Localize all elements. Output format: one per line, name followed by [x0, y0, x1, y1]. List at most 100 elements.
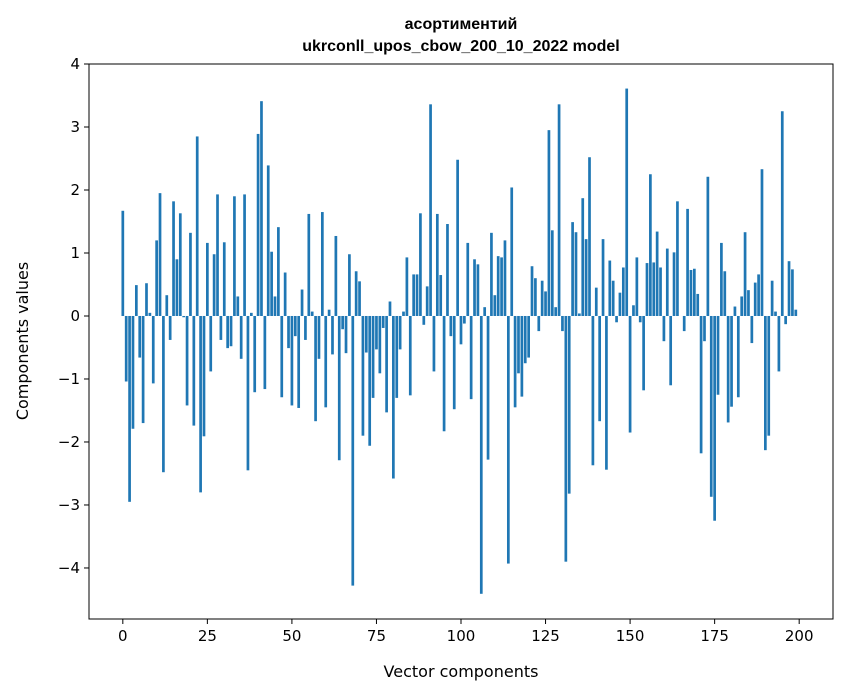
bar-143	[605, 315, 608, 470]
bar-197	[787, 261, 791, 316]
bar-22	[195, 136, 199, 316]
x-tick-label: 150	[616, 627, 645, 645]
bar-139	[591, 315, 595, 466]
bar-103	[469, 315, 473, 400]
bar-133	[571, 222, 574, 316]
bar-169	[692, 268, 696, 316]
bar-138	[588, 157, 591, 316]
bar-124	[540, 280, 544, 316]
bar-163	[672, 252, 676, 316]
bar-8	[148, 312, 152, 316]
chart-title-line-2: ukrconll_upos_cbow_200_10_2022 model	[302, 38, 619, 55]
bar-135	[578, 313, 581, 316]
bar-123	[537, 315, 541, 332]
bar-184	[743, 232, 747, 316]
bar-193	[774, 311, 777, 316]
bar-187	[753, 282, 757, 316]
bar-88	[419, 213, 422, 316]
bar-79	[388, 301, 392, 316]
bar-178	[723, 271, 727, 316]
bar-159	[659, 267, 662, 316]
bar-150	[628, 315, 632, 433]
bar-6	[141, 315, 145, 424]
bar-146	[615, 315, 618, 323]
x-axis-ticks: 0 25 50 75 100 125 150 175 200	[118, 619, 814, 645]
bar-7	[145, 283, 148, 316]
bar-126	[547, 130, 551, 316]
bar-65	[341, 315, 344, 330]
bar-153	[638, 315, 642, 323]
y-tick-label: −2	[58, 433, 80, 451]
bar-152	[635, 257, 639, 316]
bar-151	[632, 305, 635, 316]
bar-160	[662, 315, 666, 342]
bar-74	[371, 315, 375, 398]
bar-24	[202, 315, 206, 437]
bar-115	[510, 187, 514, 316]
bar-81	[395, 315, 399, 398]
bar-180	[730, 315, 733, 407]
bar-145	[611, 280, 615, 316]
bar-71	[361, 315, 365, 436]
bar-38	[249, 312, 253, 316]
bar-175	[713, 315, 716, 521]
bar-185	[747, 290, 750, 316]
bar-119	[523, 315, 527, 364]
bar-26	[209, 315, 213, 372]
bar-102	[466, 242, 470, 316]
bar-158	[655, 231, 659, 316]
bar-155	[645, 263, 649, 316]
bar-82	[398, 315, 402, 350]
bar-91	[429, 104, 432, 316]
bar-136	[581, 198, 585, 316]
y-axis-label: Components values	[13, 262, 32, 420]
bar-16	[175, 259, 179, 316]
bar-61	[327, 309, 331, 316]
x-axis-label: Vector components	[384, 662, 539, 681]
y-tick-label: 3	[70, 118, 80, 136]
x-tick-label: 0	[118, 627, 128, 645]
bar-196	[784, 315, 788, 325]
bar-131	[564, 315, 568, 562]
bar-45	[273, 296, 277, 316]
y-tick-label: −1	[58, 370, 80, 388]
bar-49	[287, 315, 290, 349]
bar-64	[337, 315, 341, 461]
bar-69	[354, 271, 358, 316]
bar-56	[310, 311, 314, 316]
bar-31	[226, 315, 230, 349]
bar-12	[162, 315, 165, 473]
bar-101	[463, 315, 466, 324]
bar-53	[300, 289, 304, 316]
bar-118	[520, 315, 524, 397]
bar-189	[760, 169, 764, 316]
bar-75	[375, 315, 378, 350]
bar-1	[124, 315, 128, 382]
y-tick-label: 0	[70, 307, 80, 325]
bar-156	[649, 174, 652, 316]
bar-51	[293, 315, 297, 337]
bar-161	[665, 248, 669, 316]
bar-92	[432, 315, 436, 372]
bar-96	[446, 224, 449, 316]
bar-73	[368, 315, 372, 446]
bar-89	[422, 315, 426, 325]
bar-117	[517, 315, 520, 374]
bar-2	[128, 315, 131, 502]
bar-188	[757, 274, 760, 316]
bar-162	[669, 315, 673, 386]
axes-frame	[88, 63, 834, 620]
bar-40	[256, 133, 260, 316]
bar-57	[314, 315, 317, 422]
bar-58	[317, 315, 321, 359]
bar-167	[686, 208, 689, 316]
bar-182	[736, 315, 740, 398]
bar-35	[239, 315, 243, 359]
bar-192	[770, 280, 774, 316]
y-axis-ticks: −4 −3 −2 −1 0 1 2 3 4	[58, 55, 89, 577]
bar-128	[554, 307, 558, 316]
bar-76	[378, 315, 382, 374]
bar-30	[222, 242, 226, 316]
x-tick-label: 50	[282, 627, 301, 645]
